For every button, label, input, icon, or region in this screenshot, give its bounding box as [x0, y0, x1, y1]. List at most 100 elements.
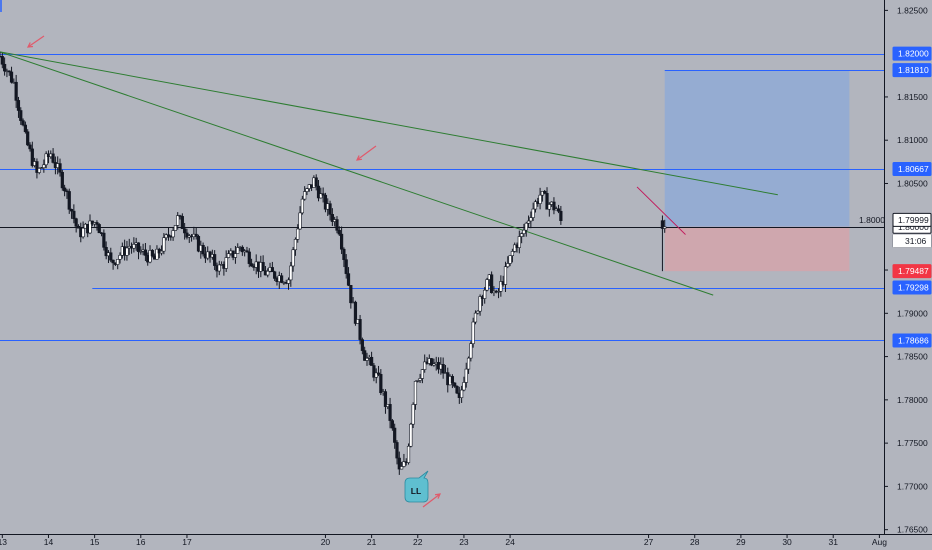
price-badge[interactable]: 1.79999 — [892, 212, 932, 227]
candle-body — [453, 382, 457, 387]
arrow-top-left[interactable] — [26, 35, 45, 48]
price-axis[interactable]: 1.825001.815001.810001.805001.795001.790… — [884, 5, 932, 535]
candle-body — [240, 246, 244, 253]
candle-body — [547, 204, 551, 210]
time-axis[interactable]: 13 14 15 16 17 20 21 22 23 24 27 28 29 30 31 Aug — [0, 534, 887, 547]
candle-body — [51, 153, 55, 163]
candle-body — [420, 369, 424, 379]
candle-body — [346, 273, 351, 286]
candle-body — [543, 191, 547, 194]
arrow-mid-high-shaft — [356, 145, 377, 161]
candle-body — [7, 70, 11, 73]
x-tick-label: 22 — [413, 537, 423, 547]
arrow-ll[interactable] — [422, 493, 441, 508]
candle-body — [323, 194, 328, 210]
candle-body — [503, 266, 508, 285]
position-zones — [664, 70, 850, 272]
arrow-top-left-shaft — [27, 35, 45, 48]
y-tick-label: 1.81500 — [897, 92, 928, 102]
level-badge[interactable]: 1.79298 — [892, 280, 932, 295]
candle-body — [342, 248, 346, 260]
level-badge[interactable]: 1.82000 — [892, 46, 932, 61]
x-tick-label: 30 — [782, 537, 792, 547]
candle-body — [339, 233, 344, 250]
candle-body — [291, 249, 295, 267]
y-tick-label: 1.80500 — [897, 178, 928, 188]
x-tick-label: Aug — [872, 537, 887, 547]
level-badge-box — [892, 280, 932, 295]
candle-body — [150, 250, 154, 257]
candle-body — [376, 372, 381, 375]
candle-body — [176, 215, 180, 226]
candle-body — [136, 242, 141, 252]
candle-body — [506, 263, 510, 267]
candle-body — [499, 281, 503, 292]
candle-body — [522, 229, 526, 234]
candle-body — [349, 285, 353, 304]
ll-callout[interactable]: LL — [404, 470, 429, 503]
candle-body — [293, 239, 298, 251]
horizontal-levels — [0, 54, 884, 341]
candle-body — [400, 466, 404, 470]
candle-body — [321, 193, 325, 196]
candle-body — [469, 343, 473, 359]
level-badge-box — [892, 162, 932, 177]
candle-body — [660, 220, 665, 229]
level-badge[interactable]: 1.78686 — [892, 333, 932, 348]
candle-body — [42, 164, 46, 169]
candle-body — [517, 236, 521, 248]
level-badge[interactable]: 1.80667 — [892, 162, 932, 177]
candles — [0, 51, 667, 475]
candle-body — [249, 263, 254, 267]
level-badge[interactable]: 1.81810 — [892, 63, 932, 78]
candle-body — [416, 380, 420, 382]
candle-body — [279, 275, 284, 283]
candle-body — [9, 71, 14, 83]
candle-body — [266, 270, 270, 276]
price-badge-label: 1.79487 — [898, 266, 929, 276]
trendline-0[interactable] — [0, 51, 778, 196]
loss-zone — [664, 226, 850, 272]
candle-body — [166, 234, 171, 237]
candle-body — [159, 250, 164, 254]
candle-body — [473, 312, 478, 323]
candle-body — [194, 233, 198, 237]
trendline-1[interactable] — [0, 51, 714, 296]
price-badge-box — [892, 212, 932, 227]
x-tick-label: 31 — [828, 537, 838, 547]
level-badge-label: 1.82000 — [898, 49, 929, 59]
candle-body — [3, 63, 7, 72]
candle-body — [406, 445, 411, 463]
candle-body — [483, 289, 487, 299]
candle-body — [520, 233, 524, 237]
candle-body — [372, 365, 376, 378]
candle-body — [226, 253, 231, 258]
x-tick-label: 29 — [736, 537, 746, 547]
candle-body — [30, 148, 34, 166]
y-tick-label: 1.82500 — [897, 5, 928, 15]
price-badge-box — [892, 264, 932, 279]
candle-body — [538, 194, 542, 204]
candle-body — [526, 220, 531, 224]
candle-body — [413, 380, 418, 405]
candle-body — [508, 255, 512, 264]
candle-body — [102, 232, 106, 248]
candle-body — [217, 264, 221, 272]
candle-body — [300, 198, 304, 214]
candle-body — [224, 257, 228, 269]
price-badge[interactable]: 1.79487 — [892, 264, 932, 279]
trendline-2[interactable] — [636, 186, 686, 235]
candle-body — [28, 144, 32, 150]
level-badge-label: 1.80667 — [898, 164, 929, 174]
arrow-mid-high[interactable] — [355, 145, 377, 161]
candle-body — [363, 350, 367, 361]
candle-body — [663, 226, 667, 229]
candle-body — [16, 100, 21, 111]
candle-body — [37, 168, 41, 173]
level-badge-label: 1.78686 — [898, 335, 929, 345]
candle-body — [460, 389, 464, 398]
candle-body — [155, 248, 159, 260]
candle-body — [513, 244, 517, 252]
